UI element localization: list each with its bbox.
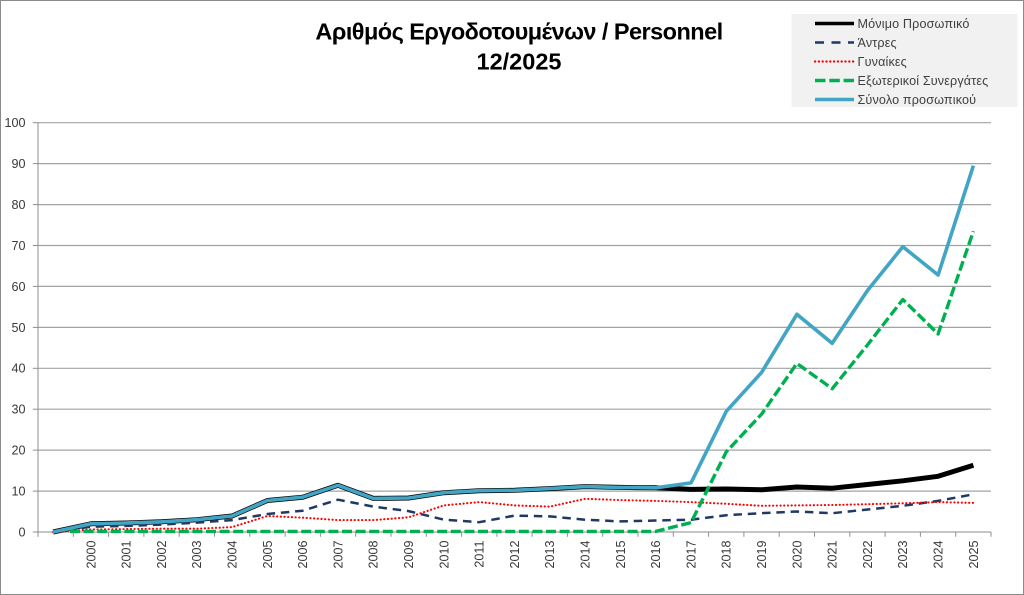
svg-text:Μόνιμο Προσωπικό: Μόνιμο Προσωπικό [858,17,970,31]
svg-text:60: 60 [11,280,25,294]
svg-text:2015: 2015 [614,541,628,569]
svg-text:80: 80 [11,198,25,212]
svg-text:2009: 2009 [402,541,416,569]
svg-text:2010: 2010 [437,541,451,569]
svg-text:2016: 2016 [649,541,663,569]
svg-text:0: 0 [18,525,25,539]
svg-text:2007: 2007 [331,541,345,569]
svg-text:70: 70 [11,239,25,253]
svg-text:Σύνολο προσωπικού: Σύνολο προσωπικού [858,93,977,107]
svg-text:10: 10 [11,485,25,499]
svg-text:2000: 2000 [84,541,98,569]
svg-text:12/2025: 12/2025 [477,48,562,74]
svg-text:Άντρες: Άντρες [858,36,897,50]
svg-text:100: 100 [4,116,25,130]
svg-text:2014: 2014 [579,541,593,569]
svg-text:2011: 2011 [473,541,487,568]
svg-text:2012: 2012 [508,541,522,569]
svg-text:2025: 2025 [967,541,981,569]
svg-text:Αριθμός Εργοδοτουμένων / Perso: Αριθμός Εργοδοτουμένων / Personnel [315,18,722,44]
svg-text:30: 30 [11,403,25,417]
svg-text:2019: 2019 [755,541,769,569]
svg-text:2022: 2022 [861,541,875,569]
svg-text:2013: 2013 [543,541,557,569]
svg-text:2005: 2005 [261,541,275,569]
svg-text:2008: 2008 [367,541,381,569]
svg-text:2001: 2001 [120,541,134,569]
svg-text:40: 40 [11,362,25,376]
svg-text:2023: 2023 [896,541,910,569]
svg-text:2021: 2021 [826,541,840,569]
svg-text:90: 90 [11,157,25,171]
svg-text:2018: 2018 [720,541,734,569]
svg-text:2003: 2003 [190,541,204,569]
svg-text:2020: 2020 [790,541,804,569]
svg-text:50: 50 [11,321,25,335]
svg-text:Εξωτερικοί Συνεργάτες: Εξωτερικοί Συνεργάτες [858,74,989,88]
svg-text:2002: 2002 [155,541,169,569]
svg-text:2006: 2006 [296,541,310,569]
svg-text:2017: 2017 [684,541,698,569]
svg-text:20: 20 [11,444,25,458]
svg-text:Γυναίκες: Γυναίκες [858,55,907,69]
svg-text:2024: 2024 [932,541,946,569]
svg-text:2004: 2004 [226,541,240,569]
